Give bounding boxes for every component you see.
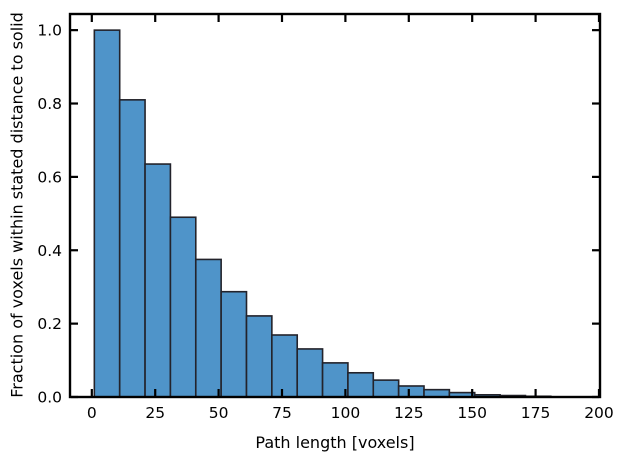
x-tick-label: 100: [331, 404, 361, 422]
x-tick-label: 50: [209, 404, 229, 422]
x-tick-label: 200: [584, 404, 614, 422]
y-tick-label: 0.4: [37, 242, 62, 260]
y-tick-label: 1.0: [37, 22, 62, 40]
histogram-bar: [169, 216, 197, 398]
histogram-bar: [397, 385, 425, 398]
y-tick-label: 0.8: [37, 95, 62, 113]
x-tick-label: 150: [457, 404, 487, 422]
y-tick-label: 0.2: [37, 315, 62, 333]
axes-spines: [68, 12, 602, 399]
x-tick-label: 175: [521, 404, 551, 422]
y-tick-label: 0.0: [37, 389, 62, 407]
histogram-bar: [245, 315, 273, 398]
y-axis-label: Fraction of voxels within stated distanc…: [7, 12, 27, 398]
histogram-bar: [296, 348, 324, 398]
x-tick-label: 25: [145, 404, 165, 422]
x-tick-label: 0: [87, 404, 97, 422]
histogram-bar: [118, 99, 146, 398]
histogram-bar: [321, 362, 349, 398]
histogram-bar: [93, 29, 121, 398]
histogram-bar: [220, 290, 248, 398]
histogram-bar: [144, 163, 172, 398]
x-axis-label: Path length [voxels]: [255, 433, 415, 452]
y-tick-label: 0.6: [37, 168, 62, 186]
histogram-bar: [271, 334, 299, 398]
x-tick-label: 125: [394, 404, 424, 422]
histogram-bar: [372, 379, 400, 398]
histogram-bar: [194, 258, 222, 398]
x-tick-label: 75: [272, 404, 292, 422]
histogram-bar: [347, 371, 375, 398]
